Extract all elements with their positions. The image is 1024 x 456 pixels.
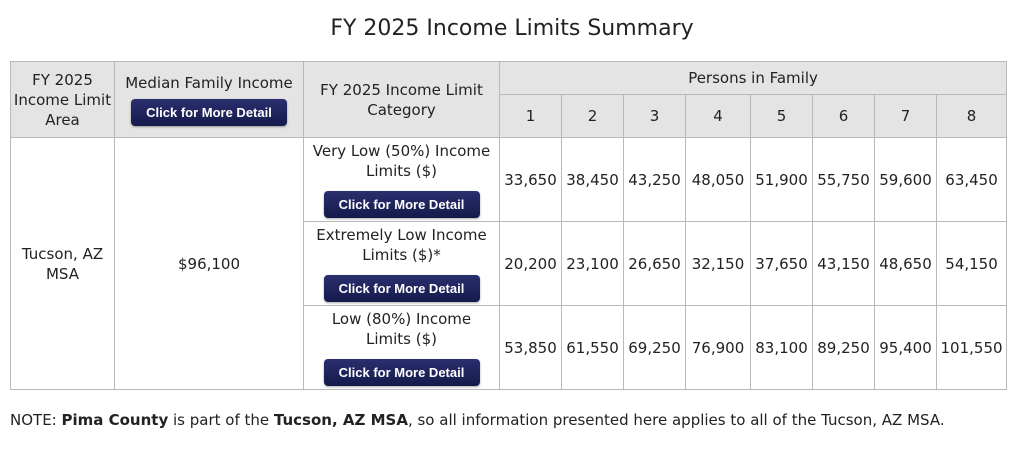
limit-value: 20,200 — [499, 221, 562, 306]
limit-value: 33,650 — [499, 137, 562, 222]
income-limits-table: FY 2025 Income Limit Area Median Family … — [10, 61, 1008, 390]
header-person-count: 7 — [874, 94, 937, 138]
limit-value: 48,050 — [685, 137, 751, 222]
limit-value: 89,250 — [812, 305, 875, 390]
header-person-count: 1 — [499, 94, 562, 138]
category-detail-button[interactable]: Click for More Detail — [323, 359, 480, 386]
header-median: Median Family Income Click for More Deta… — [114, 61, 304, 138]
table-row: Extremely Low Income Limits ($)* Click fo… — [11, 221, 1008, 306]
footnote: NOTE: Pima County is part of the Tucson,… — [10, 411, 945, 429]
header-person-count: 4 — [685, 94, 751, 138]
category-label: Very Low (50%) Income Limits ($) — [312, 142, 491, 180]
limit-value: 95,400 — [874, 305, 937, 390]
limit-value: 38,450 — [561, 137, 624, 222]
limit-value: 51,900 — [750, 137, 813, 222]
limit-value: 76,900 — [685, 305, 751, 390]
header-person-count: 8 — [935, 94, 1008, 138]
header-person-count: 2 — [561, 94, 624, 138]
limit-value: 55,750 — [812, 137, 875, 222]
category-detail-button[interactable]: Click for More Detail — [323, 275, 480, 302]
header-persons: Persons in Family — [498, 61, 1008, 95]
note-county: Pima County — [61, 411, 169, 429]
header-person-count: 3 — [623, 94, 686, 138]
limit-value: 32,150 — [685, 221, 751, 306]
header-category: FY 2025 Income Limit Category — [303, 61, 500, 138]
limit-value: 48,650 — [874, 221, 937, 306]
note-middle: is part of the — [168, 411, 274, 429]
limit-value: 101,550 — [935, 305, 1008, 390]
header-person-count: 5 — [750, 94, 813, 138]
category-cell: Very Low (50%) Income Limits ($) Click fo… — [303, 137, 500, 222]
table-row: Tucson, AZ MSA $96,100 Very Low (50%) Inco… — [10, 137, 1008, 390]
note-suffix: , so all information presented here appl… — [407, 411, 945, 429]
limit-value: 61,550 — [561, 305, 624, 390]
category-cell: Extremely Low Income Limits ($)* Click fo… — [303, 221, 500, 306]
category-label: Low (80%) Income Limits ($) — [331, 310, 472, 348]
limit-value: 59,600 — [874, 137, 937, 222]
note-prefix: NOTE: — [10, 411, 62, 429]
header-area-label: FY 2025 Income Limit Area — [13, 70, 112, 129]
limit-value: 26,650 — [623, 221, 686, 306]
category-cell: Low (80%) Income Limits ($) Click for Mor… — [303, 305, 500, 390]
header-person-count: 6 — [812, 94, 875, 138]
header-area: FY 2025 Income Limit Area — [10, 61, 115, 138]
category-detail-button[interactable]: Click for More Detail — [323, 191, 480, 218]
limit-value: 54,150 — [935, 221, 1008, 306]
limit-value: 43,250 — [623, 137, 686, 222]
limit-value: 43,150 — [812, 221, 875, 306]
limit-value: 23,100 — [561, 221, 624, 306]
area-name: Tucson, AZ MSA — [10, 137, 115, 390]
limit-value: 37,650 — [750, 221, 813, 306]
page-title: FY 2025 Income Limits Summary — [330, 16, 694, 41]
note-msa: Tucson, AZ MSA — [273, 411, 408, 429]
median-detail-button[interactable]: Click for More Detail — [131, 99, 287, 126]
table-row: Low (80%) Income Limits ($) Click for Mor… — [11, 305, 1008, 390]
header-category-label: FY 2025 Income Limit Category — [320, 80, 483, 119]
limit-value: 63,450 — [935, 137, 1008, 222]
median-income-value: $96,100 — [114, 137, 304, 390]
limit-value: 83,100 — [750, 305, 813, 390]
limit-value: 53,850 — [499, 305, 562, 390]
header-median-label: Median Family Income — [125, 74, 293, 92]
limit-value: 69,250 — [623, 305, 686, 390]
category-label: Extremely Low Income Limits ($)* — [316, 226, 487, 264]
